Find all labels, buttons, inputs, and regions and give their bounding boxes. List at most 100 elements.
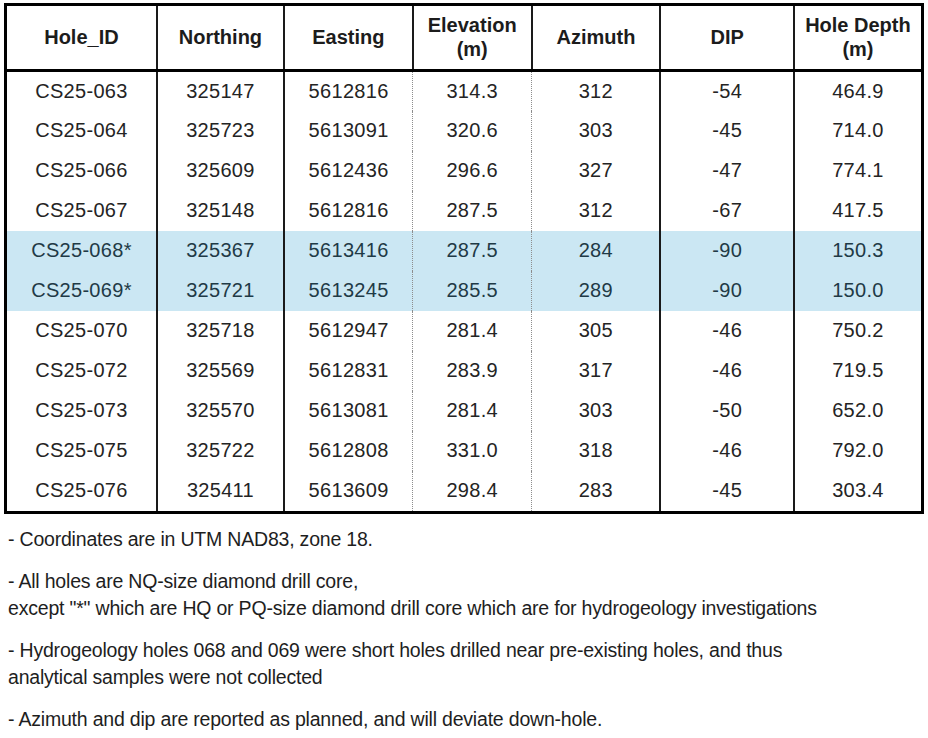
cell-dip: -47: [660, 151, 793, 191]
cell-dip: -50: [660, 391, 793, 431]
cell-dip: -46: [660, 311, 793, 351]
cell-easting: 5612816: [284, 191, 413, 231]
cell-depth: 792.0: [794, 431, 921, 471]
cell-depth: 652.0: [794, 391, 921, 431]
header-label: Northing: [160, 26, 281, 50]
table-row: CS25-0733255705613081281.4303-50652.0: [7, 391, 921, 431]
footnote-line: - Azimuth and dip are reported as planne…: [8, 706, 920, 733]
cell-azimuth: 327: [532, 151, 661, 191]
cell-northing: 325411: [157, 471, 284, 511]
header-azimuth: Azimuth: [532, 6, 661, 71]
cell-northing: 325721: [157, 271, 284, 311]
cell-easting: 5613091: [284, 111, 413, 151]
cell-northing: 325367: [157, 231, 284, 271]
cell-elevation: 331.0: [413, 431, 532, 471]
cell-northing: 325570: [157, 391, 284, 431]
cell-hole-id: CS25-063: [7, 71, 157, 111]
table-row: CS25-0643257235613091320.6303-45714.0: [7, 111, 921, 151]
table-row: CS25-0703257185612947281.4305-46750.2: [7, 311, 921, 351]
table-row: CS25-0753257225612808331.0318-46792.0: [7, 431, 921, 471]
header-unit: (m): [797, 38, 919, 62]
footnote-group: - Azimuth and dip are reported as planne…: [8, 706, 920, 733]
table-row: CS25-0763254115613609298.4283-45303.4: [7, 471, 921, 511]
drill-hole-table-container: Hole_ID Northing Easting Elevation(m) Az…: [4, 3, 924, 514]
table-row: CS25-0723255695612831283.9317-46719.5: [7, 351, 921, 391]
cell-northing: 325718: [157, 311, 284, 351]
cell-hole-id: CS25-072: [7, 351, 157, 391]
header-label: Hole_ID: [9, 26, 154, 50]
cell-dip: -67: [660, 191, 793, 231]
footnote-group: - Coordinates are in UTM NAD83, zone 18.: [8, 526, 920, 553]
header-hole-id: Hole_ID: [7, 6, 157, 71]
cell-dip: -90: [660, 231, 793, 271]
cell-northing: 325147: [157, 71, 284, 111]
cell-dip: -46: [660, 431, 793, 471]
cell-elevation: 287.5: [413, 191, 532, 231]
cell-azimuth: 303: [532, 391, 661, 431]
drill-hole-table-page: Hole_ID Northing Easting Elevation(m) Az…: [0, 0, 928, 738]
cell-easting: 5613609: [284, 471, 413, 511]
cell-hole-id: CS25-070: [7, 311, 157, 351]
cell-azimuth: 312: [532, 71, 661, 111]
cell-easting: 5613245: [284, 271, 413, 311]
cell-depth: 303.4: [794, 471, 921, 511]
cell-depth: 714.0: [794, 111, 921, 151]
cell-depth: 719.5: [794, 351, 921, 391]
table-body: CS25-0633251475612816314.3312-54464.9CS2…: [7, 71, 921, 511]
header-label: Azimuth: [535, 26, 658, 50]
table-row: CS25-0673251485612816287.5312-67417.5: [7, 191, 921, 231]
header-dip: DIP: [660, 6, 793, 71]
header-elevation: Elevation(m): [413, 6, 532, 71]
cell-azimuth: 284: [532, 231, 661, 271]
cell-hole-id: CS25-066: [7, 151, 157, 191]
header-label: Hole Depth: [797, 14, 919, 38]
cell-azimuth: 305: [532, 311, 661, 351]
cell-dip: -45: [660, 111, 793, 151]
footnote-line: - Coordinates are in UTM NAD83, zone 18.: [8, 526, 920, 553]
cell-elevation: 314.3: [413, 71, 532, 111]
footnote-line: - All holes are NQ-size diamond drill co…: [8, 568, 920, 595]
footnote-group: - All holes are NQ-size diamond drill co…: [8, 568, 920, 622]
table-header: Hole_ID Northing Easting Elevation(m) Az…: [7, 6, 921, 71]
cell-dip: -54: [660, 71, 793, 111]
header-northing: Northing: [157, 6, 284, 71]
cell-azimuth: 317: [532, 351, 661, 391]
header-label: Elevation: [416, 14, 529, 38]
cell-hole-id: CS25-064: [7, 111, 157, 151]
table-row: CS25-0633251475612816314.3312-54464.9: [7, 71, 921, 111]
cell-elevation: 283.9: [413, 351, 532, 391]
cell-easting: 5612816: [284, 71, 413, 111]
header-hole-depth: Hole Depth(m): [794, 6, 921, 71]
cell-easting: 5612831: [284, 351, 413, 391]
footnotes-section: - Coordinates are in UTM NAD83, zone 18.…: [0, 514, 928, 733]
header-easting: Easting: [284, 6, 413, 71]
cell-elevation: 281.4: [413, 391, 532, 431]
table-row: CS25-068*3253675613416287.5284-90150.3: [7, 231, 921, 271]
cell-hole-id: CS25-068*: [7, 231, 157, 271]
cell-elevation: 298.4: [413, 471, 532, 511]
cell-elevation: 285.5: [413, 271, 532, 311]
cell-northing: 325609: [157, 151, 284, 191]
cell-hole-id: CS25-073: [7, 391, 157, 431]
cell-elevation: 320.6: [413, 111, 532, 151]
cell-depth: 417.5: [794, 191, 921, 231]
cell-easting: 5612436: [284, 151, 413, 191]
footnote-line: - Hydrogeology holes 068 and 069 were sh…: [8, 637, 920, 664]
footnote-line: analytical samples were not collected: [8, 664, 920, 691]
cell-elevation: 296.6: [413, 151, 532, 191]
header-unit: (m): [416, 38, 529, 62]
table-row: CS25-0663256095612436296.6327-47774.1: [7, 151, 921, 191]
cell-easting: 5612947: [284, 311, 413, 351]
cell-easting: 5613081: [284, 391, 413, 431]
cell-depth: 750.2: [794, 311, 921, 351]
header-row: Hole_ID Northing Easting Elevation(m) Az…: [7, 6, 921, 71]
cell-depth: 150.0: [794, 271, 921, 311]
cell-hole-id: CS25-075: [7, 431, 157, 471]
cell-hole-id: CS25-067: [7, 191, 157, 231]
cell-northing: 325722: [157, 431, 284, 471]
cell-elevation: 287.5: [413, 231, 532, 271]
header-label: Easting: [287, 26, 410, 50]
cell-azimuth: 303: [532, 111, 661, 151]
cell-elevation: 281.4: [413, 311, 532, 351]
footnote-group: - Hydrogeology holes 068 and 069 were sh…: [8, 637, 920, 691]
